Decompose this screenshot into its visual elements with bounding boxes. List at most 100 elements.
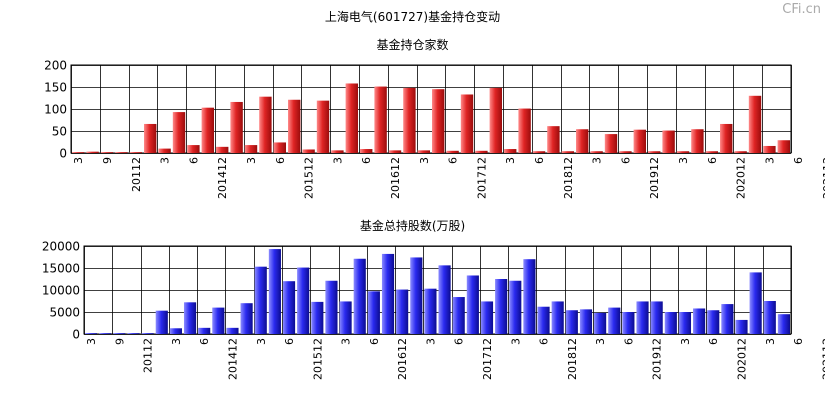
chart2-xtick-label: 3 xyxy=(679,338,692,345)
chart2-ytick-label: 15000 xyxy=(42,262,80,276)
chart2-bar xyxy=(155,310,168,334)
chart1-bar xyxy=(504,149,517,153)
chart1-xtick-label: 201512 xyxy=(303,157,316,199)
chart1-bar xyxy=(144,123,157,153)
chart2-xtick-label: 201712 xyxy=(481,338,494,380)
chart1-bar xyxy=(403,87,416,153)
chart1-xtick-label: 3 xyxy=(418,157,431,164)
chart2-bar xyxy=(113,333,126,334)
chart1-bar xyxy=(763,145,776,153)
chart1-bar xyxy=(590,151,603,153)
chart1-bar xyxy=(662,130,675,153)
chart1-bar xyxy=(86,151,99,153)
chart2-xtick-label: 3 xyxy=(509,338,522,345)
chart2-ytick-label: 10000 xyxy=(42,284,80,298)
chart2-bar xyxy=(693,308,706,334)
chart2-bar xyxy=(721,304,734,334)
chart1-bar xyxy=(316,100,330,153)
chart2-bar xyxy=(551,301,564,334)
chart1-xtick-label: 6 xyxy=(360,157,373,164)
chart2-bar xyxy=(282,281,296,334)
chart1-bar xyxy=(244,145,258,153)
chart1-bar xyxy=(374,86,387,153)
chart1-bar xyxy=(72,152,85,153)
chart1-bar xyxy=(777,140,790,153)
chart1-bar xyxy=(302,149,315,153)
chart1-bar xyxy=(734,151,747,153)
chart1-xtick-label: 3 xyxy=(245,157,258,164)
chart1-bar xyxy=(532,151,546,153)
chart1-xtick-label: 6 xyxy=(619,157,632,164)
chart1-xtick-label: 6 xyxy=(274,157,287,164)
chart1-bar xyxy=(547,126,560,153)
chart2-bar xyxy=(353,258,366,334)
chart1-bar xyxy=(273,142,286,153)
chart2-xtick-label: 202112 xyxy=(820,338,825,380)
chart2-bar xyxy=(268,249,281,334)
chart2-xtick-label: 202012 xyxy=(736,338,749,380)
chart2-ytick-label: 0 xyxy=(72,328,80,342)
chart1-bar xyxy=(576,129,589,153)
chart2-xtick-label: 6 xyxy=(453,338,466,345)
chart2-bar xyxy=(763,301,776,334)
chart1-xtick-label: 6 xyxy=(706,157,719,164)
chart2-bar xyxy=(622,312,635,334)
chart1-bar xyxy=(561,151,574,153)
chart1-bar xyxy=(518,108,531,153)
chart1-ytick-label: 150 xyxy=(44,81,67,95)
chart2-xtick-label: 201412 xyxy=(226,338,239,380)
chart1-bar xyxy=(345,83,358,153)
chart2-xtick-label: 3 xyxy=(170,338,183,345)
chart1-xtick-label: 3 xyxy=(763,157,776,164)
chart2-bar xyxy=(509,280,522,334)
chart1-ytick-label: 0 xyxy=(59,147,67,161)
chart1-xtick-label: 3 xyxy=(72,157,85,164)
chart2-xtick-label: 6 xyxy=(368,338,381,345)
chart1-bar xyxy=(691,129,704,153)
chart1-bar xyxy=(216,146,229,153)
chart2-xtick-label: 3 xyxy=(424,338,437,345)
chart1-bar xyxy=(187,145,200,153)
chart1-bar xyxy=(489,87,502,153)
chart1-bar xyxy=(720,123,733,153)
chart2-bar xyxy=(480,301,494,334)
chart2-bar xyxy=(325,280,338,334)
chart1-xtick-label: 6 xyxy=(792,157,805,164)
chart2-bar xyxy=(226,327,239,334)
chart1-bar xyxy=(676,151,690,153)
chart1-xtick-label: 201812 xyxy=(562,157,575,199)
chart2-bar xyxy=(537,306,550,334)
chart2-xtick-label: 201912 xyxy=(651,338,664,380)
chart2-xtick-label: 201812 xyxy=(566,338,579,380)
chart1-bar xyxy=(129,152,142,153)
chart1-xtick-label: 9 xyxy=(101,157,114,164)
chart2-bar xyxy=(664,312,677,334)
chart1-bar xyxy=(172,112,186,153)
chart2-bar xyxy=(749,272,762,334)
chart1-xtick-label: 201412 xyxy=(216,157,229,199)
chart2-bar xyxy=(735,319,748,334)
chart2-bar xyxy=(650,301,663,334)
chart2-xtick-label: 3 xyxy=(594,338,607,345)
chart2-bar xyxy=(367,291,380,334)
chart2-bar xyxy=(523,259,536,334)
chart1-bar xyxy=(115,152,128,153)
chart2-bar xyxy=(254,266,267,334)
chart1-title: 基金持仓家数 xyxy=(376,38,449,52)
chart1-bar xyxy=(417,150,430,153)
chart2-bar xyxy=(636,301,649,334)
chart1-xtick-label: 3 xyxy=(159,157,172,164)
chart1-bar xyxy=(360,149,373,153)
chart1-ytick-label: 200 xyxy=(44,59,67,73)
chart2-xtick-label: 9 xyxy=(113,338,126,345)
chart2-bar xyxy=(198,327,211,334)
chart1-xtick-label: 202112 xyxy=(821,157,825,199)
chart2-bar xyxy=(212,307,225,334)
chart2-bar xyxy=(169,328,182,334)
chart2-xtick-label: 6 xyxy=(622,338,635,345)
chart1-xtick-label: 6 xyxy=(447,157,460,164)
chart2-bar xyxy=(183,302,197,334)
chart2-bar xyxy=(608,307,621,334)
chart1-xtick-label: 3 xyxy=(591,157,604,164)
